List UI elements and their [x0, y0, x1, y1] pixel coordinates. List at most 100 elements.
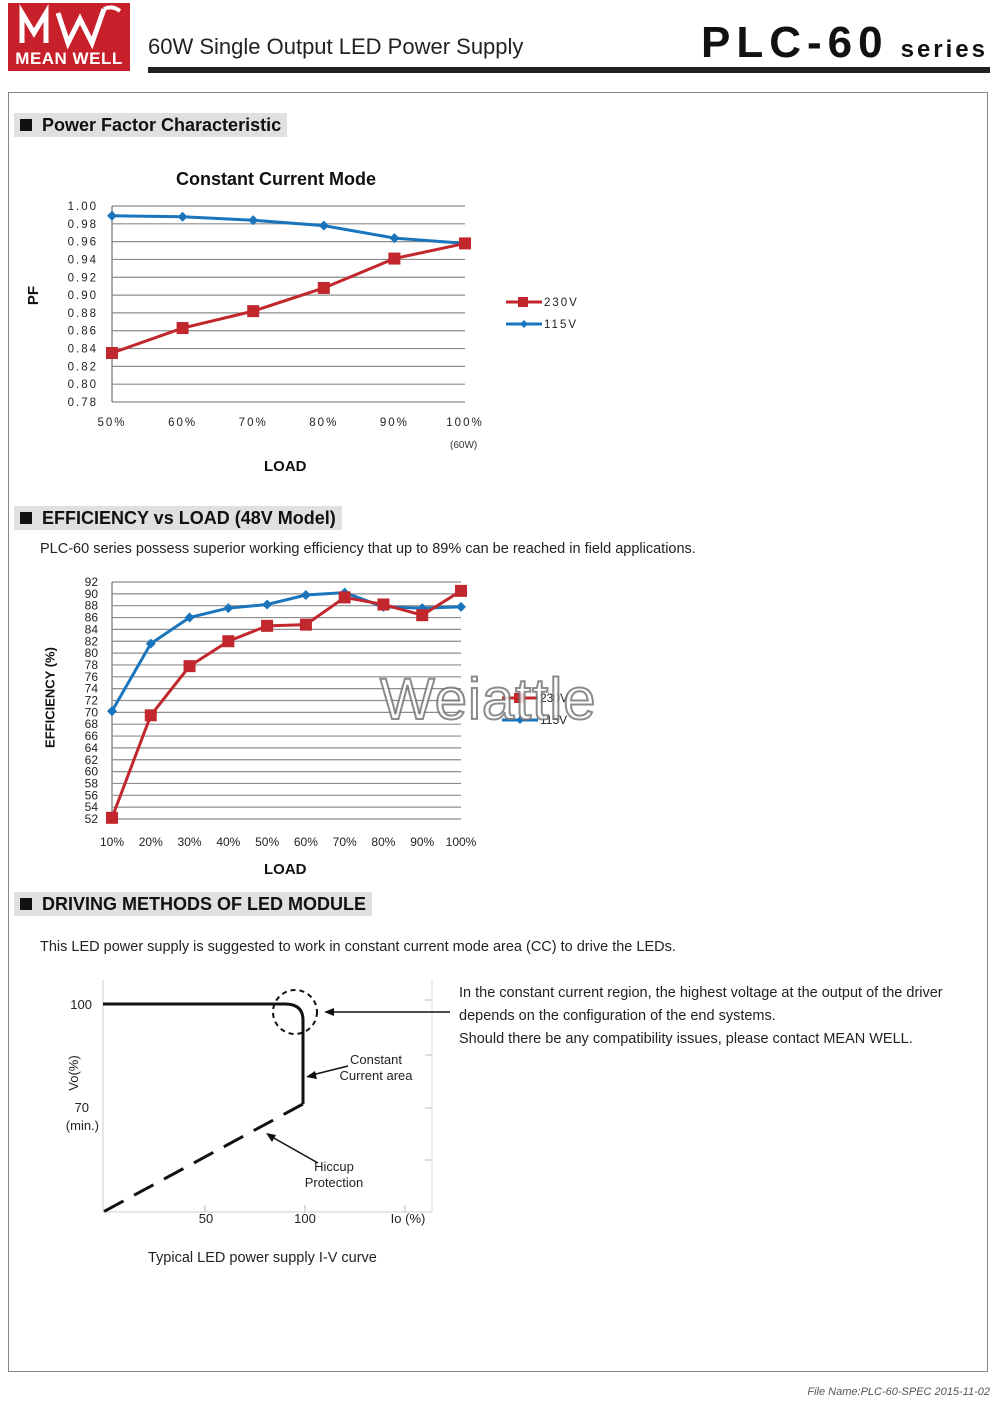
data-point-115v: [417, 603, 428, 614]
header-rule: [148, 67, 990, 73]
y-tick-label: 70: [85, 705, 99, 719]
data-point-230v: [459, 237, 471, 250]
legend-label-230v: 230V: [544, 297, 579, 309]
y-tick-label: 0.78: [68, 397, 98, 409]
footer-file-name: File Name:PLC-60-SPEC 2015-11-02: [807, 1386, 990, 1398]
x-tick-label: 20%: [139, 835, 163, 849]
section-heading-efficiency: EFFICIENCY vs LOAD (48V Model): [14, 506, 342, 530]
x-tick-label: 50%: [255, 835, 279, 849]
legend-label-115v: 115V: [540, 713, 567, 727]
x-tick-label: 60%: [168, 417, 197, 429]
legend-label-230v: 230V: [540, 691, 568, 705]
y-tick-label: 0.82: [68, 361, 98, 373]
data-point-115v: [107, 706, 117, 717]
y-tick-label: 90: [85, 587, 99, 601]
cc-annotation: Constant: [350, 1052, 402, 1067]
legend-marker-icon: [518, 297, 528, 307]
x-tick-label: 10%: [100, 835, 124, 849]
mw-logo-mark-icon: [19, 3, 122, 49]
model-series: PLC-60 series: [701, 18, 988, 68]
series-word: series: [900, 36, 988, 63]
data-point-115v: [145, 638, 156, 649]
arrow-head-icon: [266, 1133, 276, 1142]
y-tick-label: 0.84: [68, 344, 98, 356]
y-tick-label: 78: [85, 658, 99, 672]
y-tick-label: 56: [85, 788, 99, 802]
x-tick-label: 90%: [380, 417, 409, 429]
x-tick-label: 80%: [309, 417, 338, 429]
y-tick-label: 52: [85, 812, 99, 826]
y-tick-label: 64: [85, 741, 99, 755]
y-tick-label: 0.88: [68, 308, 98, 320]
x-tick-label: 80%: [371, 835, 395, 849]
data-point-115v: [177, 211, 188, 222]
pf-chart-title: Constant Current Mode: [176, 169, 376, 189]
section-heading-text: Power Factor Characteristic: [42, 114, 282, 135]
y-tick-label: 0.80: [68, 379, 98, 391]
y-tick-label: 66: [85, 729, 99, 743]
data-point-115v: [262, 599, 273, 610]
iv-caption: Typical LED power supply I-V curve: [148, 1250, 377, 1266]
hiccup-arrow: [271, 1136, 319, 1164]
x-tick-label: 100%: [446, 417, 483, 429]
y-tick-label: 0.98: [68, 219, 98, 231]
cc-note: In the constant current region, the high…: [459, 982, 943, 1051]
data-point-230v: [317, 281, 330, 294]
series-line-115v: [110, 591, 462, 712]
data-point-230v: [416, 609, 429, 622]
bullet-square-icon: [20, 898, 32, 910]
section-heading-power-factor: Power Factor Characteristic: [14, 113, 288, 137]
y-tick-label: 68: [85, 717, 99, 731]
y-tick-label: 62: [85, 753, 99, 767]
iv-curve-diagram: 100 70 (min.) Vo(%) 50 100 Io (%) Consta…: [66, 980, 450, 1226]
data-point-230v: [183, 660, 196, 673]
x-tick-label: 70%: [333, 835, 357, 849]
data-point-230v: [106, 347, 118, 359]
iv-curve-hiccup: [102, 1102, 304, 1214]
section-heading-text: DRIVING METHODS OF LED MODULE: [42, 893, 366, 914]
legend-label-115v: 115V: [544, 319, 578, 331]
iv-x-tick: Io (%): [391, 1211, 426, 1226]
y-tick-label: 84: [85, 622, 99, 636]
x-tick-label: 40%: [216, 835, 240, 849]
y-tick-label: 92: [85, 575, 99, 589]
iv-x-tick: 50: [199, 1211, 213, 1226]
legend-marker-icon: [514, 693, 524, 703]
x-tick-label: 50%: [97, 417, 126, 429]
x-tick-label: 30%: [178, 835, 202, 849]
efficiency-description: PLC-60 series possess superior working e…: [40, 541, 696, 557]
y-tick-label: 0.86: [68, 326, 98, 338]
x-tick-label: 60%: [294, 835, 318, 849]
y-tick-label: 0.94: [68, 254, 98, 266]
y-tick-label: 82: [85, 634, 99, 648]
watermark-text: Weiattle: [379, 666, 597, 733]
y-tick-label: 76: [85, 670, 99, 684]
x-tick-label: 70%: [239, 417, 268, 429]
data-point-115v: [184, 612, 195, 623]
y-tick-label: 1.00: [68, 201, 98, 213]
cc-note-line: depends on the configuration of the end …: [459, 1008, 776, 1024]
cc-note-line: In the constant current region, the high…: [459, 985, 943, 1001]
y-tick-label: 86: [85, 611, 99, 625]
document-title: 60W Single Output LED Power Supply: [148, 34, 524, 59]
y-tick-label: 80: [85, 646, 99, 660]
data-point-230v: [222, 635, 235, 648]
mean-well-logo: MEAN WELL: [8, 3, 130, 71]
series-line-115v: [111, 214, 466, 245]
data-point-115v: [107, 210, 117, 221]
y-tick-label: 74: [85, 682, 99, 696]
efficiency-chart: 5254565860626466687072747678808284868890…: [85, 575, 568, 849]
data-point-115v: [318, 220, 329, 231]
y-tick-label: 60: [85, 765, 99, 779]
iv-y-axis-label: Vo(%): [66, 1055, 81, 1090]
y-tick-label: 0.90: [68, 290, 98, 302]
iv-y-tick: (min.): [66, 1118, 99, 1133]
y-tick-label: 0.92: [68, 272, 98, 284]
y-tick-label: 58: [85, 776, 99, 790]
eff-x-axis-label: LOAD: [264, 861, 307, 878]
iv-x-tick: 100: [294, 1211, 316, 1226]
driving-description: This LED power supply is suggested to wo…: [40, 939, 676, 955]
iv-curve-cv: [103, 1002, 305, 1104]
pf-x-axis-label: LOAD: [264, 458, 307, 475]
legend-marker-icon: [516, 716, 524, 724]
